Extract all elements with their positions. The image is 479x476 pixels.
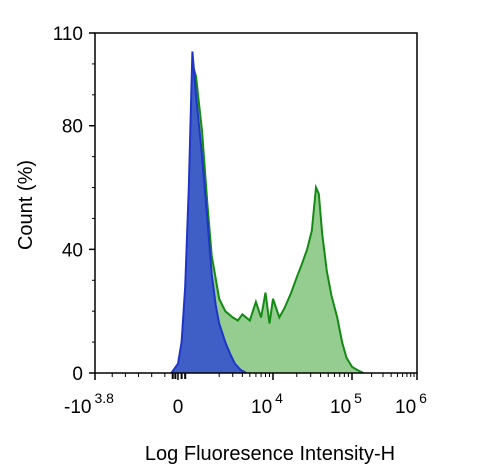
x-tick-label: 10 5 — [330, 390, 362, 418]
series-1-area — [171, 51, 247, 373]
y-axis-ticks: 0 40 80 110 — [53, 24, 95, 385]
y-tick-label: 0 — [72, 364, 83, 385]
y-tick-label: 80 — [62, 117, 83, 138]
x-axis-ticks: -10 3.8 0 10 4 10 5 10 6 — [64, 373, 427, 418]
x-tick-label: 0 — [173, 397, 184, 418]
y-tick-label: 110 — [53, 24, 83, 45]
series-1-line — [170, 51, 247, 373]
y-axis-title: Count (%) — [15, 160, 37, 250]
y-tick-label: 40 — [62, 240, 83, 261]
series-2-area — [171, 63, 364, 373]
series-2-line — [170, 63, 364, 373]
x-tick-label: 10 6 — [395, 390, 427, 418]
x-axis-title: Log Fluoresence Intensity-H — [145, 443, 395, 465]
x-tick-label: -10 3.8 — [64, 390, 114, 418]
plot-area — [170, 51, 364, 373]
x-tick-label: 10 4 — [251, 390, 283, 418]
